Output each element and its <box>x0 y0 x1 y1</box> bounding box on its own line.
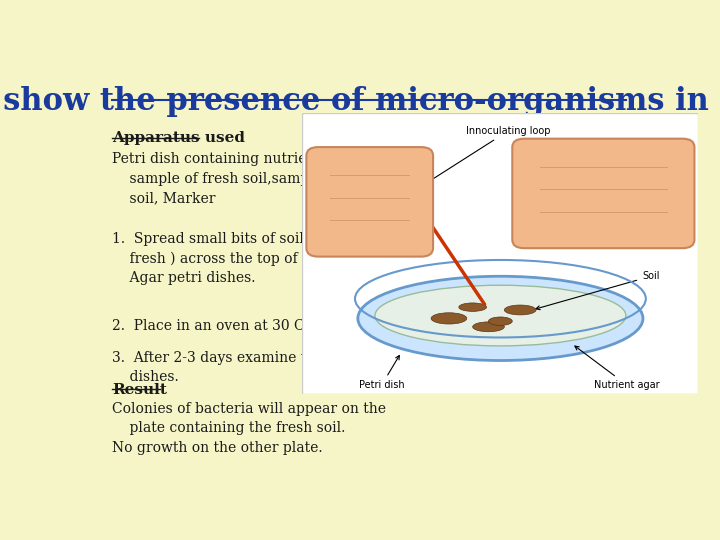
Text: Apparatus used: Apparatus used <box>112 131 246 145</box>
Ellipse shape <box>459 303 487 312</box>
Ellipse shape <box>358 276 643 361</box>
Text: To show the presence of micro-organisms in Soil: To show the presence of micro-organisms … <box>0 85 720 117</box>
Ellipse shape <box>505 305 536 315</box>
FancyBboxPatch shape <box>513 139 695 248</box>
Text: Petri dish: Petri dish <box>359 355 405 390</box>
FancyBboxPatch shape <box>306 147 433 256</box>
Text: 1.  Spread small bits of soil(sterile and
    fresh ) across the top of the nutr: 1. Spread small bits of soil(sterile and… <box>112 231 387 285</box>
Ellipse shape <box>473 322 504 332</box>
Text: Colonies of bacteria will appear on the
    plate containing the fresh soil.
No : Colonies of bacteria will appear on the … <box>112 402 387 455</box>
FancyBboxPatch shape <box>302 113 698 394</box>
Text: Soil: Soil <box>536 271 660 309</box>
Ellipse shape <box>375 285 626 346</box>
Ellipse shape <box>431 313 467 324</box>
Text: Nutrient agar: Nutrient agar <box>575 346 660 390</box>
Text: Result: Result <box>112 383 167 397</box>
Ellipse shape <box>488 317 513 326</box>
Text: 2.  Place in an oven at 30 C: 2. Place in an oven at 30 C <box>112 319 305 333</box>
Text: Innoculating loop: Innoculating loop <box>425 126 551 184</box>
Text: 3.  After 2-3 days examine the petri-
    dishes.: 3. After 2-3 days examine the petri- dis… <box>112 351 366 384</box>
Text: Petri dish containing nutrient Agar,
    sample of fresh soil,sample of sterile
: Petri dish containing nutrient Agar, sam… <box>112 152 390 205</box>
